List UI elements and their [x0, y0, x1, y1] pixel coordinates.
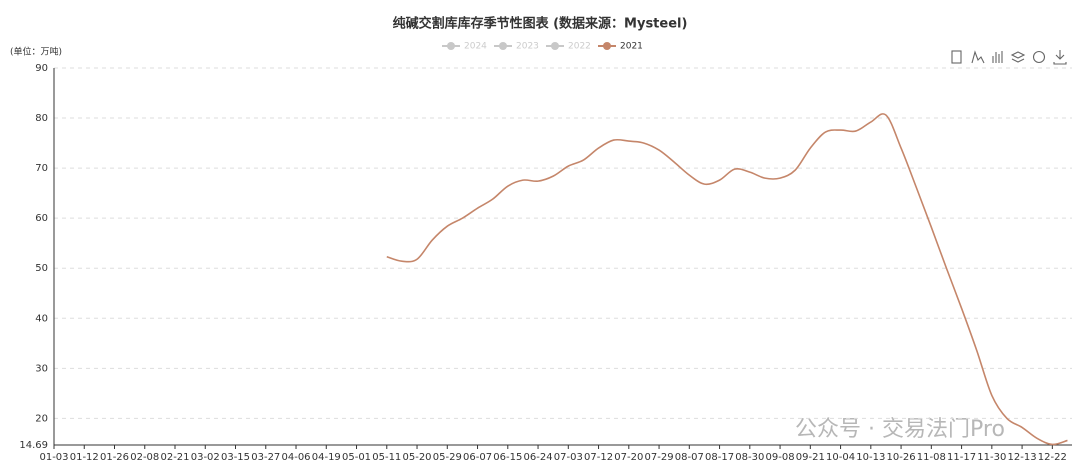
x-tick-label: 11-08: [917, 452, 946, 463]
x-tick-label: 05-20: [402, 452, 431, 463]
x-tick-label: 08-07: [675, 452, 704, 463]
bar-icon[interactable]: [992, 51, 1003, 63]
x-tick-label: 07-12: [584, 452, 613, 463]
x-tick-label: 06-15: [493, 452, 522, 463]
x-tick-label: 09-21: [796, 452, 825, 463]
y-axis-label: (单位：万吨): [10, 46, 62, 58]
x-tick-label: 04-06: [281, 452, 310, 463]
x-tick-label: 08-30: [735, 452, 764, 463]
y-tick-label: 30: [35, 363, 48, 374]
x-tick-label: 12-22: [1038, 452, 1067, 463]
y-tick-label: 40: [35, 313, 48, 324]
stack-icon[interactable]: [1010, 51, 1026, 63]
y-tick-label: 80: [35, 113, 48, 124]
download-icon[interactable]: [1053, 50, 1067, 65]
x-tick-label: 05-01: [342, 452, 371, 463]
x-tick-label: 10-26: [887, 452, 916, 463]
x-tick-label: 03-02: [191, 452, 220, 463]
y-tick-label: 70: [35, 163, 48, 174]
x-tick-label: 10-13: [856, 452, 885, 463]
x-tick-label: 07-29: [645, 452, 674, 463]
x-tick-label: 07-03: [554, 452, 583, 463]
y-tick-label: 90: [35, 63, 48, 74]
x-tick-label: 11-30: [977, 452, 1006, 463]
legend-label: 2022: [568, 42, 591, 52]
legend-label: 2023: [516, 42, 539, 52]
legend-label: 2024: [464, 42, 487, 52]
legend-dot: [551, 42, 559, 50]
x-tick-label: 09-08: [766, 452, 795, 463]
data-view-icon[interactable]: [951, 50, 962, 64]
x-tick-label: 05-29: [433, 452, 462, 463]
x-tick-label: 01-26: [100, 452, 129, 463]
x-tick-label: 03-27: [251, 452, 280, 463]
x-tick-label: 02-21: [160, 452, 189, 463]
x-tick-label: 02-08: [130, 452, 159, 463]
x-tick-label: 06-24: [524, 452, 553, 463]
refresh-icon[interactable]: [1032, 50, 1046, 64]
legend-dot: [603, 42, 611, 50]
x-tick-label: 03-15: [221, 452, 250, 463]
x-tick-label: 05-11: [372, 452, 401, 463]
chart-title: 纯碱交割库库存季节性图表 (数据来源：Mysteel): [393, 16, 688, 32]
y-tick-label: 50: [35, 263, 48, 274]
x-tick-label: 11-17: [947, 452, 976, 463]
x-tick-label: 12-13: [1008, 452, 1037, 463]
y-tick-label: 14.69: [19, 440, 48, 451]
series-line: [386, 113, 1068, 446]
x-tick-label: 04-19: [312, 452, 341, 463]
legend-dot: [499, 42, 507, 50]
y-tick-label: 20: [35, 413, 48, 424]
legend-dot: [447, 42, 455, 50]
x-tick-label: 01-12: [70, 452, 99, 463]
toolbox[interactable]: [951, 50, 1067, 65]
x-tick-label: 10-04: [826, 452, 855, 463]
x-tick-label: 06-07: [463, 452, 492, 463]
watermark: 公众号 · 交易法门Pro: [795, 417, 1005, 442]
x-tick-label: 01-03: [39, 452, 68, 463]
y-tick-label: 60: [35, 213, 48, 224]
line-icon[interactable]: [971, 50, 985, 64]
x-tick-label: 07-20: [614, 452, 643, 463]
legend-label: 2021: [620, 42, 643, 52]
x-tick-label: 08-17: [705, 452, 734, 463]
